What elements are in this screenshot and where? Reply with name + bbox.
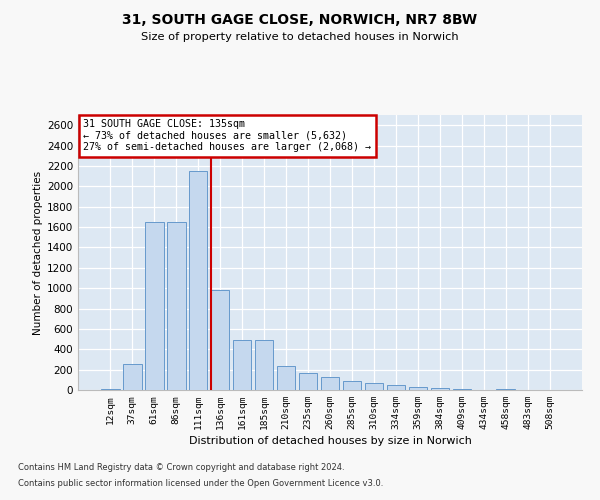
Bar (123, 364, 142, 390)
Text: Contains public sector information licensed under the Open Government Licence v3: Contains public sector information licen… (18, 478, 383, 488)
Bar (299, 373, 317, 390)
Bar (431, 388, 449, 390)
Bar (211, 290, 229, 390)
Text: Contains HM Land Registry data © Crown copyright and database right 2024.: Contains HM Land Registry data © Crown c… (18, 464, 344, 472)
Bar (409, 387, 427, 390)
Bar (167, 222, 185, 390)
Text: 31, SOUTH GAGE CLOSE, NORWICH, NR7 8BW: 31, SOUTH GAGE CLOSE, NORWICH, NR7 8BW (122, 12, 478, 26)
Bar (233, 340, 251, 390)
Bar (189, 171, 208, 390)
X-axis label: Distribution of detached houses by size in Norwich: Distribution of detached houses by size … (188, 436, 472, 446)
Text: 31 SOUTH GAGE CLOSE: 135sqm
← 73% of detached houses are smaller (5,632)
27% of : 31 SOUTH GAGE CLOSE: 135sqm ← 73% of det… (83, 119, 371, 152)
Bar (320, 377, 340, 390)
Bar (496, 389, 515, 390)
Bar (365, 383, 383, 390)
Bar (277, 366, 295, 390)
Bar (145, 222, 164, 390)
Bar (343, 381, 361, 390)
Text: Size of property relative to detached houses in Norwich: Size of property relative to detached ho… (141, 32, 459, 42)
Bar (255, 340, 274, 390)
Y-axis label: Number of detached properties: Number of detached properties (33, 170, 43, 334)
Bar (386, 386, 405, 390)
Bar (452, 389, 471, 390)
